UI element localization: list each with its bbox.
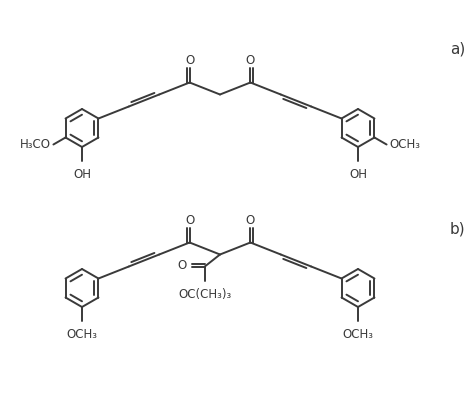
Text: b): b)	[450, 221, 465, 236]
Text: O: O	[185, 54, 194, 67]
Text: OH: OH	[73, 168, 91, 181]
Text: OC(CH₃)₃: OC(CH₃)₃	[178, 288, 231, 301]
Text: OCH₃: OCH₃	[66, 328, 98, 341]
Text: H₃CO: H₃CO	[19, 138, 50, 151]
Text: O: O	[178, 259, 187, 272]
Text: OCH₃: OCH₃	[390, 138, 420, 151]
Text: O: O	[185, 214, 194, 227]
Text: OCH₃: OCH₃	[343, 328, 374, 341]
Text: a): a)	[450, 41, 465, 56]
Text: O: O	[246, 54, 255, 67]
Text: OH: OH	[349, 168, 367, 181]
Text: O: O	[246, 214, 255, 227]
